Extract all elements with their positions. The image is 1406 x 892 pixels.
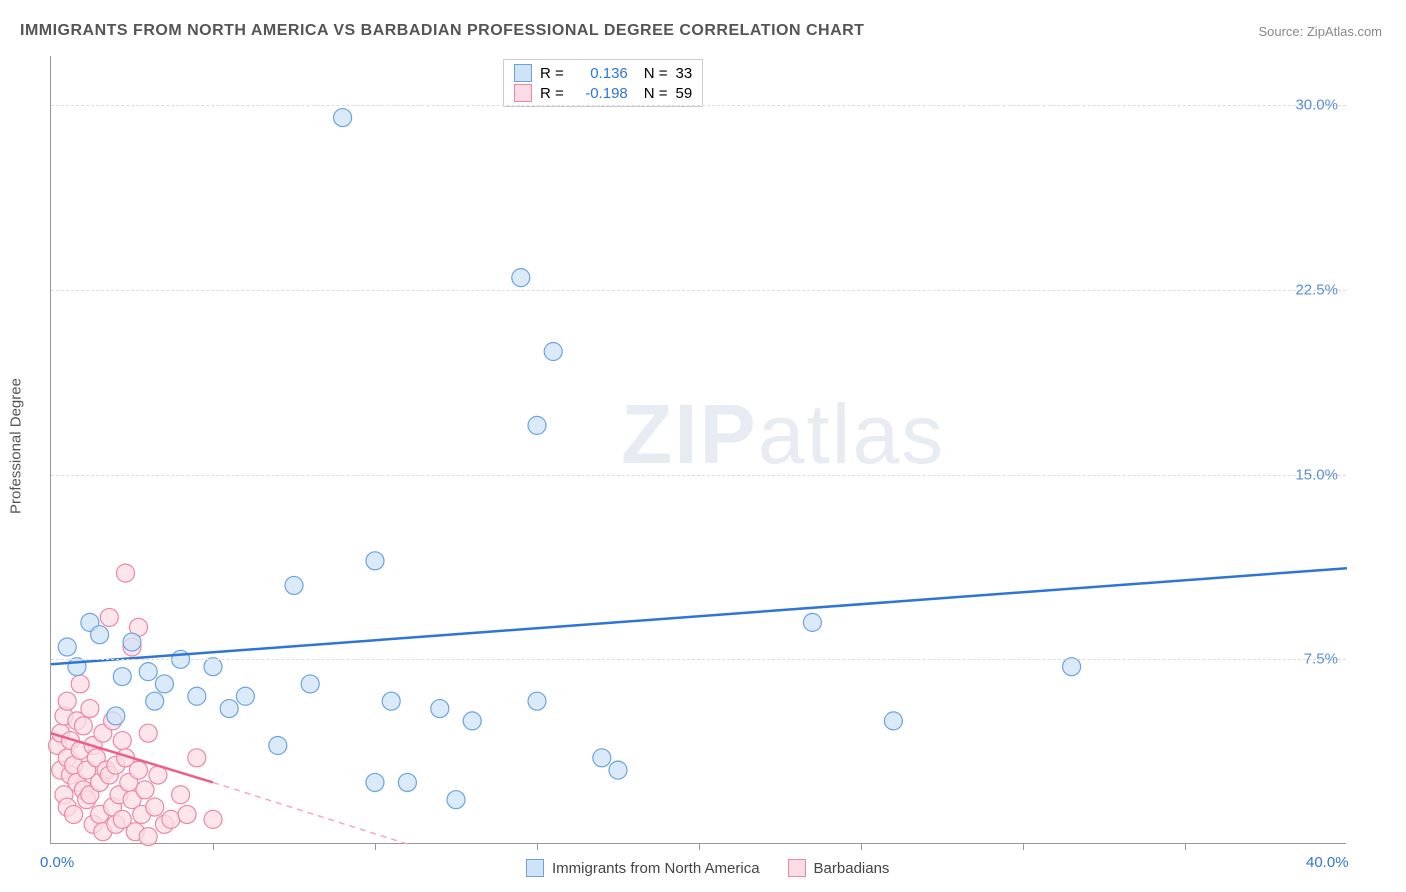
swatch-blue-bottom bbox=[526, 859, 544, 877]
n-label-blue: N = bbox=[644, 65, 668, 82]
plot-area: ZIPatlas R = 0.136 N = 33 R = -0.198 N =… bbox=[50, 56, 1346, 844]
xtick bbox=[213, 843, 214, 850]
ytick-label: 30.0% bbox=[1295, 97, 1338, 114]
gridline-h bbox=[51, 475, 1346, 476]
legend-label-pink: Barbadians bbox=[814, 860, 890, 877]
swatch-pink-bottom bbox=[788, 859, 806, 877]
ytick-label: 22.5% bbox=[1295, 281, 1338, 298]
legend-item-pink: Barbadians bbox=[788, 859, 890, 877]
source-attribution: Source: ZipAtlas.com bbox=[1258, 24, 1382, 39]
gridline-h bbox=[51, 659, 1346, 660]
gridline-h bbox=[51, 105, 1346, 106]
legend-item-blue: Immigrants from North America bbox=[526, 859, 760, 877]
xtick bbox=[861, 843, 862, 850]
ytick-label: 15.0% bbox=[1295, 466, 1338, 483]
legend-row-pink: R = -0.198 N = 59 bbox=[514, 84, 692, 102]
n-label-pink: N = bbox=[644, 85, 668, 102]
x-max-label: 40.0% bbox=[1306, 854, 1349, 871]
y-axis-label: Professional Degree bbox=[8, 378, 25, 514]
swatch-blue bbox=[514, 64, 532, 82]
legend-row-blue: R = 0.136 N = 33 bbox=[514, 64, 692, 82]
legend-label-blue: Immigrants from North America bbox=[552, 860, 760, 877]
r-value-blue: 0.136 bbox=[572, 65, 628, 82]
n-value-blue: 33 bbox=[676, 65, 693, 82]
xtick bbox=[699, 843, 700, 850]
xtick bbox=[1185, 843, 1186, 850]
x-origin-label: 0.0% bbox=[40, 854, 74, 871]
legend-series: Immigrants from North America Barbadians bbox=[526, 859, 889, 877]
legend-correlation: R = 0.136 N = 33 R = -0.198 N = 59 bbox=[503, 59, 703, 107]
xtick bbox=[1023, 843, 1024, 850]
gridline-h bbox=[51, 290, 1346, 291]
r-label-blue: R = bbox=[540, 65, 564, 82]
n-value-pink: 59 bbox=[676, 85, 693, 102]
r-label-pink: R = bbox=[540, 85, 564, 102]
swatch-pink bbox=[514, 84, 532, 102]
xtick bbox=[375, 843, 376, 850]
chart-title: IMMIGRANTS FROM NORTH AMERICA VS BARBADI… bbox=[20, 22, 864, 40]
r-value-pink: -0.198 bbox=[572, 85, 628, 102]
ytick-label: 7.5% bbox=[1304, 651, 1338, 668]
xtick bbox=[537, 843, 538, 850]
chart-svg bbox=[51, 56, 1346, 843]
